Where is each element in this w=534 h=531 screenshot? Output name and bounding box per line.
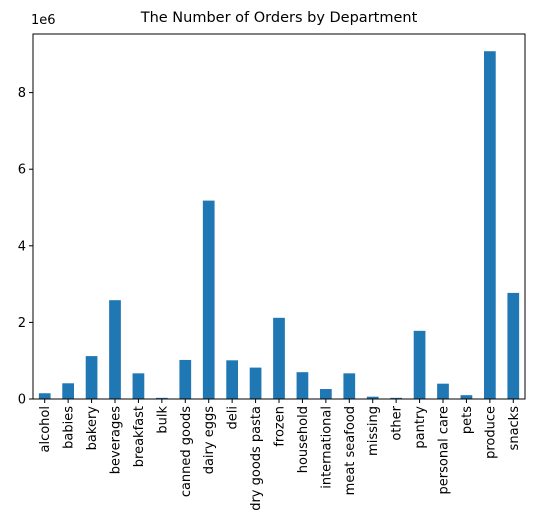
- x-tick-label: international: [319, 406, 334, 489]
- bar-canned-goods: [179, 359, 192, 399]
- x-tick-label: deli: [226, 406, 241, 429]
- bar-missing: [366, 396, 379, 399]
- x-tick-label: missing: [366, 406, 381, 456]
- bar-bulk: [156, 397, 168, 399]
- bar-frozen: [273, 317, 285, 399]
- bar-produce: [484, 51, 496, 399]
- bar-snacks: [507, 292, 520, 399]
- bar-other: [390, 397, 402, 399]
- x-tick-label: frozen: [273, 406, 288, 447]
- x-tick-label: dry goods pasta: [249, 406, 264, 511]
- y-tick-label: 0: [18, 393, 26, 408]
- bar-pets: [460, 395, 473, 399]
- bar-babies: [62, 383, 74, 399]
- x-tick-label: snacks: [507, 406, 522, 451]
- bar-dry-goods-pasta: [249, 367, 262, 399]
- x-tick-label: other: [390, 405, 405, 440]
- y-tick-label: 6: [18, 163, 26, 178]
- x-tick-label: bakery: [85, 406, 100, 451]
- bar-pantry: [413, 330, 426, 399]
- x-tick-label: dairy eggs: [202, 406, 217, 475]
- bar-deli: [226, 360, 238, 399]
- x-tick-label: pets: [460, 406, 475, 434]
- bar-dairy-eggs: [202, 200, 215, 399]
- x-tick-label: household: [296, 406, 311, 473]
- x-tick-label: bulk: [155, 406, 170, 434]
- x-tick-label: produce: [483, 406, 498, 459]
- y-tick-label: 2: [18, 316, 26, 331]
- y-axis-offset-text: 1e6: [31, 13, 56, 28]
- bar-meat-seafood: [343, 373, 356, 399]
- chart-title: The Number of Orders by Department: [140, 10, 418, 26]
- x-tick-label: alcohol: [38, 406, 53, 452]
- bar-household: [296, 372, 309, 399]
- x-tick-label: personal care: [437, 406, 452, 494]
- plot-frame: [32, 33, 526, 400]
- x-tick-label: babies: [62, 406, 77, 449]
- bar-bakery: [85, 356, 98, 399]
- x-axis: alcohol babies bakery beverages breakfast bul…: [38, 399, 522, 511]
- bar-personal-care: [437, 383, 449, 399]
- bars-group: [38, 51, 520, 399]
- x-tick-label: meat seafood: [343, 406, 358, 495]
- x-tick-label: canned goods: [179, 406, 194, 497]
- bar-beverages: [109, 300, 121, 399]
- y-tick-label: 8: [18, 86, 26, 101]
- bar-international: [320, 389, 332, 399]
- x-tick-label: breakfast: [132, 406, 147, 467]
- y-axis: 0 2 4 6 8: [18, 86, 33, 408]
- x-tick-label: pantry: [413, 406, 428, 449]
- y-tick-label: 4: [18, 239, 26, 254]
- x-tick-label: beverages: [109, 406, 124, 475]
- bar-alcohol: [38, 393, 51, 399]
- bar-breakfast: [132, 373, 145, 399]
